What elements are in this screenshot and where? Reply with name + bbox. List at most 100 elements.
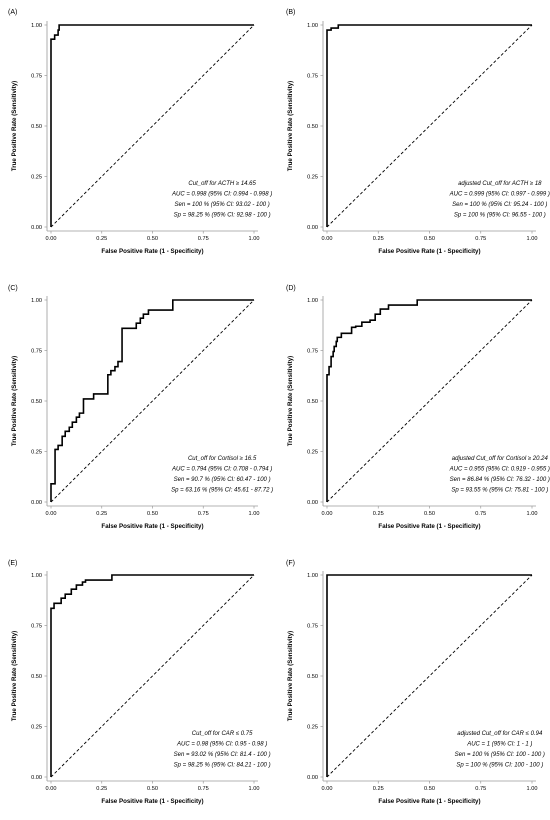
y-tick-label: 0.75 <box>307 74 318 80</box>
panel-label: (A) <box>8 9 17 16</box>
stat-annotation: Sp = 63.16 % (95% CI: 45.61 - 87.72 ) <box>171 487 273 493</box>
roc-curve-line <box>50 24 254 227</box>
stat-annotation: Sp = 98.25 % (95% CI: 92.98 - 100 ) <box>174 212 271 218</box>
roc-panel-c: (C) 0.00 0.25 0.50 0.75 1.00 0.00 0.25 0.50 0.75 1… <box>8 285 273 530</box>
stat-annotation: Sp = 93.55 % (95% CI: 75.81 - 100 ) <box>451 487 548 493</box>
x-tick-label: 0.00 <box>46 511 57 517</box>
x-tick-label: 0.50 <box>424 511 435 517</box>
roc-curve-line <box>326 24 532 227</box>
stat-annotation: Sen = 86.84 % (95% CI: 76.32 - 100 ) <box>450 477 550 483</box>
x-tick-label: 0.50 <box>424 236 435 242</box>
stat-annotation: AUC = 0.794 (95% CI: 0.708 - 0.794 ) <box>171 466 272 472</box>
y-tick-label: 0.00 <box>31 225 42 231</box>
reference-diagonal-line <box>326 574 533 778</box>
reference-diagonal-line <box>50 24 255 228</box>
stat-annotation: adjusted Cut_off for ACTH ≥ 18 <box>458 181 542 187</box>
x-tick-label: 0.50 <box>147 786 158 792</box>
x-tick-label: 0.25 <box>96 511 107 517</box>
x-tick-label: 0.50 <box>147 511 158 517</box>
x-tick-label: 0.00 <box>322 236 333 242</box>
x-tick-label: 1.00 <box>527 786 538 792</box>
roc-curve-line <box>326 299 532 502</box>
x-tick-label: 1.00 <box>249 511 260 517</box>
panel-label: (E) <box>8 560 17 567</box>
x-tick-label: 0.75 <box>475 786 486 792</box>
y-tick-label: 0.00 <box>31 500 42 506</box>
y-tick-label: 0.25 <box>31 450 42 456</box>
stat-annotation: Sen = 90.7 % (95% CI: 60.47 - 100 ) <box>174 477 271 483</box>
x-tick-label: 0.25 <box>373 786 384 792</box>
y-tick-label: 0.25 <box>307 175 318 181</box>
x-tick-label: 1.00 <box>249 236 260 242</box>
roc-panel-f: (F) 0.00 0.25 0.50 0.75 1.00 0.00 0.25 0.50 0.75 1… <box>286 560 545 805</box>
panel-label: (B) <box>286 9 295 16</box>
y-tick-label: 0.75 <box>31 74 42 80</box>
reference-diagonal-line <box>326 24 533 228</box>
y-axis-title: True Positive Rate (Sensitivity) <box>11 631 18 721</box>
y-tick-label: 1.00 <box>31 298 42 304</box>
x-tick-label: 0.25 <box>96 786 107 792</box>
stat-annotation: Sen = 100 % (95% CI: 100 - 100 ) <box>455 752 545 758</box>
y-tick-label: 0.25 <box>31 175 42 181</box>
y-tick-label: 0.50 <box>307 399 318 405</box>
roc-curve-line <box>326 574 532 777</box>
x-axis-title: False Positive Rate (1 - Specificity) <box>378 523 480 530</box>
reference-diagonal-line <box>326 299 533 503</box>
x-tick-label: 0.75 <box>475 236 486 242</box>
x-tick-label: 1.00 <box>527 236 538 242</box>
x-tick-label: 1.00 <box>249 786 260 792</box>
roc-panel-e: (E) 0.00 0.25 0.50 0.75 1.00 0.00 0.25 0.50 0.75 1… <box>8 560 271 805</box>
x-axis-title: False Positive Rate (1 - Specificity) <box>101 523 203 530</box>
stat-annotation: AUC = 0.98 (95% CI: 0.95 - 0.98 ) <box>176 741 267 747</box>
x-tick-label: 1.00 <box>527 511 538 517</box>
y-tick-label: 1.00 <box>31 23 42 29</box>
x-tick-label: 0.75 <box>198 511 209 517</box>
y-axis-title: True Positive Rate (Sensitivity) <box>11 81 18 171</box>
stat-annotation: AUC = 0.998 (95% CI: 0.994 - 0.998 ) <box>171 191 272 197</box>
panel-label: (D) <box>286 285 296 292</box>
y-tick-label: 1.00 <box>307 298 318 304</box>
y-axis-title: True Positive Rate (Sensitivity) <box>11 356 18 446</box>
y-axis-title: True Positive Rate (Sensitivity) <box>287 356 294 446</box>
stat-annotation: Sen = 100 % (95% CI: 93.02 - 100 ) <box>175 202 270 208</box>
y-axis-title: True Positive Rate (Sensitivity) <box>287 81 294 171</box>
y-tick-label: 0.50 <box>31 674 42 680</box>
x-axis-title: False Positive Rate (1 - Specificity) <box>101 798 203 805</box>
y-tick-label: 0.75 <box>31 624 42 630</box>
roc-panel-a: (A) 0.00 0.25 0.50 0.75 1.00 0.00 0.25 0.50 0.75 1… <box>8 9 272 255</box>
roc-curve-line <box>50 574 254 777</box>
roc-panel-b: (B) 0.00 0.25 0.50 0.75 1.00 0.00 0.25 0.50 0.75 1… <box>286 9 550 255</box>
x-tick-label: 0.00 <box>322 786 333 792</box>
y-tick-label: 1.00 <box>31 573 42 579</box>
stat-annotation: Cut_off for CAR ≤ 0.75 <box>192 731 253 737</box>
stat-annotation: Sen = 100 % (95% CI: 95.24 - 100 ) <box>452 202 547 208</box>
stat-annotation: AUC = 0.955 (95% CI: 0.919 - 0.955 ) <box>449 466 550 472</box>
y-tick-label: 1.00 <box>307 573 318 579</box>
y-tick-label: 1.00 <box>307 23 318 29</box>
x-tick-label: 0.75 <box>475 511 486 517</box>
x-tick-label: 0.75 <box>198 236 209 242</box>
stat-annotation: Sp = 100 % (95% CI: 96.55 - 100 ) <box>454 212 546 218</box>
stat-annotation: Sp = 98.25 % (95% CI: 84.21 - 100 ) <box>174 762 271 768</box>
y-tick-label: 0.00 <box>307 225 318 231</box>
x-tick-label: 0.25 <box>373 511 384 517</box>
x-tick-label: 0.75 <box>198 786 209 792</box>
stat-annotation: Sp = 100 % (95% CI: 100 - 100 ) <box>456 762 543 768</box>
x-axis-title: False Positive Rate (1 - Specificity) <box>101 248 203 255</box>
y-tick-label: 0.25 <box>307 450 318 456</box>
x-tick-label: 0.50 <box>424 786 435 792</box>
x-tick-label: 0.00 <box>46 786 57 792</box>
reference-diagonal-line <box>50 574 255 778</box>
x-tick-label: 0.25 <box>96 236 107 242</box>
roc-panel-d: (D) 0.00 0.25 0.50 0.75 1.00 0.00 0.25 0.50 0.75 1… <box>286 285 550 530</box>
x-tick-label: 0.00 <box>322 511 333 517</box>
stat-annotation: AUC = 1 (95% CI: 1 - 1 ) <box>466 741 532 747</box>
y-tick-label: 0.25 <box>31 725 42 731</box>
y-tick-label: 0.75 <box>307 349 318 355</box>
y-tick-label: 0.75 <box>31 349 42 355</box>
panel-label: (C) <box>8 285 18 292</box>
stat-annotation: Cut_off for Cortisol ≥ 16.5 <box>188 456 257 462</box>
x-axis-title: False Positive Rate (1 - Specificity) <box>378 798 480 805</box>
y-tick-label: 0.50 <box>307 124 318 130</box>
